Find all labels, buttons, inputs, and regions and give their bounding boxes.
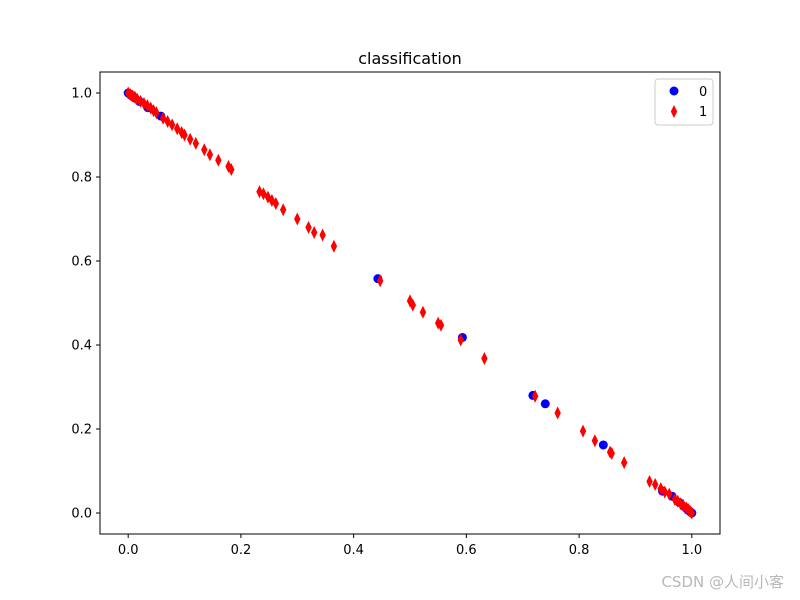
legend-marker-circle: [669, 86, 679, 96]
point-diamond: [661, 485, 668, 499]
point-diamond: [144, 99, 151, 113]
point-diamond: [666, 487, 673, 501]
point-diamond: [620, 456, 628, 470]
point-diamond: [437, 318, 445, 332]
point-diamond: [531, 389, 539, 403]
x-axis: 0.0 0.2 0.4 0.6 0.8 1.0: [118, 534, 702, 558]
watermark: CSDN @人间小客: [661, 573, 784, 591]
y-tick-label: 0.8: [71, 171, 92, 186]
point-diamond: [279, 203, 287, 217]
point-diamond: [376, 274, 384, 288]
legend-box: [654, 78, 714, 126]
chart-title: classification: [358, 49, 462, 68]
point-diamond: [651, 477, 659, 491]
point-diamond: [688, 506, 696, 520]
point-diamond: [225, 160, 232, 173]
point-diamond: [272, 196, 280, 210]
x-tick-label: 0.8: [569, 543, 590, 558]
point-diamond: [657, 482, 665, 496]
legend-marker-diamond: [670, 105, 678, 118]
y-tick-label: 0.6: [71, 255, 92, 270]
point-diamond: [305, 220, 312, 234]
x-tick-label: 0.0: [118, 543, 139, 558]
x-tick-label: 0.6: [456, 543, 477, 558]
point-diamond: [153, 106, 160, 120]
point-diamond: [186, 132, 194, 146]
y-tick-label: 1.0: [71, 87, 92, 102]
point-diamond: [457, 333, 464, 347]
axes-frame: [99, 71, 721, 535]
point-diamond: [554, 406, 561, 420]
point-diamond: [228, 162, 235, 176]
point-diamond: [137, 94, 144, 108]
point-diamond: [310, 225, 318, 239]
point-diamond: [419, 305, 427, 319]
series-1: [124, 86, 696, 520]
point-diamond: [608, 446, 615, 460]
point-circle: [598, 440, 608, 450]
point-diamond: [409, 298, 417, 312]
point-diamond: [319, 228, 326, 242]
data-points: [123, 86, 697, 520]
point-diamond: [215, 153, 222, 167]
point-diamond: [192, 136, 200, 150]
x-tick-label: 1.0: [681, 543, 702, 558]
legend: 0 1: [654, 78, 714, 126]
point-diamond: [330, 239, 338, 253]
y-tick-label: 0.0: [71, 507, 92, 522]
point-diamond: [579, 424, 587, 438]
point-diamond: [206, 148, 214, 162]
x-tick-label: 0.4: [343, 543, 364, 558]
legend-label-series-0: 0: [699, 85, 707, 100]
point-diamond: [168, 118, 176, 132]
point-diamond: [294, 212, 301, 226]
y-tick-label: 0.4: [71, 339, 92, 354]
point-diamond: [591, 434, 599, 448]
y-axis: 0.0 0.2 0.4 0.6 0.8 1.0: [71, 87, 100, 522]
point-diamond: [481, 351, 488, 365]
y-tick-label: 0.2: [71, 423, 92, 438]
point-diamond: [181, 128, 188, 142]
point-diamond: [677, 497, 684, 511]
point-circle: [540, 399, 550, 409]
x-tick-label: 0.2: [231, 543, 252, 558]
point-diamond: [646, 475, 653, 488]
point-diamond: [201, 143, 208, 157]
legend-label-series-1: 1: [699, 105, 707, 120]
